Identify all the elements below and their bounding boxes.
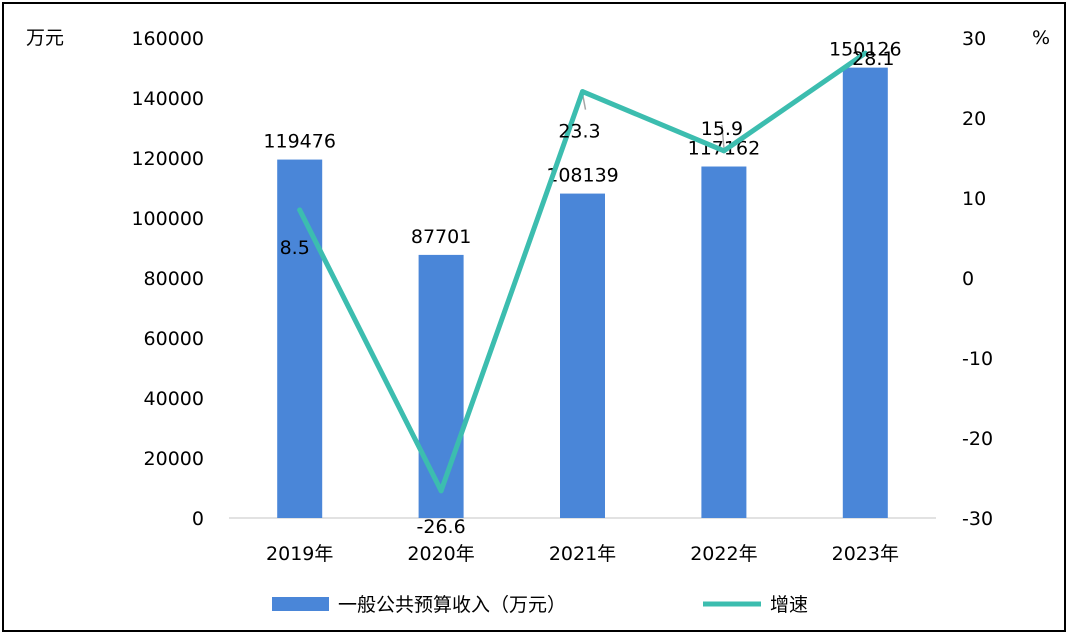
right-axis-tick-label: 20 bbox=[962, 108, 986, 130]
left-axis-tick-label: 40000 bbox=[144, 388, 204, 410]
bar bbox=[277, 159, 323, 518]
right-axis-tick-label: 10 bbox=[962, 188, 986, 210]
bar-series bbox=[277, 67, 888, 518]
x-axis-tick-label: 2020年 bbox=[407, 543, 474, 565]
right-axis-ticks: -30 -20 -10 0 10 20 30 bbox=[962, 28, 993, 530]
left-axis-tick-label: 100000 bbox=[131, 208, 204, 230]
x-axis-tick-label: 2023年 bbox=[832, 543, 899, 565]
left-axis-unit: 万元 bbox=[26, 27, 64, 49]
line-point bbox=[297, 207, 303, 213]
bar-data-label: 150126 bbox=[829, 39, 902, 61]
bar-data-label: 108139 bbox=[546, 165, 619, 187]
label-leader-line bbox=[721, 124, 725, 148]
bar bbox=[418, 254, 464, 518]
line-data-label: 23.3 bbox=[558, 121, 600, 143]
line-data-label: 28.1 bbox=[852, 48, 894, 70]
legend: 一般公共预算收入（万元） 增速 bbox=[272, 594, 808, 616]
x-axis-tick-label: 2022年 bbox=[690, 543, 757, 565]
legend-bar-label: 一般公共预算收入（万元） bbox=[338, 594, 566, 616]
right-axis-tick-label: 30 bbox=[962, 28, 986, 50]
line-point bbox=[721, 148, 727, 154]
line-data-label: -26.6 bbox=[417, 516, 466, 538]
left-axis-tick-label: 140000 bbox=[131, 88, 204, 110]
x-axis-ticks: 2019年 2020年 2021年 2022年 2023年 bbox=[266, 543, 899, 565]
line-data-label: 8.5 bbox=[280, 237, 310, 259]
left-axis-tick-label: 0 bbox=[192, 508, 204, 530]
legend-line-label: 增速 bbox=[770, 594, 808, 616]
legend-bar-swatch bbox=[272, 597, 329, 611]
combo-chart: 万元 % 0 20000 40000 60000 80000 100000 120000 14… bbox=[26, 27, 1050, 616]
left-axis-tick-label: 80000 bbox=[144, 268, 204, 290]
right-axis-tick-label: -30 bbox=[962, 508, 993, 530]
bar-data-label: 87701 bbox=[411, 226, 471, 248]
left-axis-tick-label: 120000 bbox=[131, 148, 204, 170]
left-axis-tick-label: 20000 bbox=[144, 448, 204, 470]
left-axis-tick-label: 160000 bbox=[131, 28, 204, 50]
bar bbox=[560, 193, 605, 518]
right-axis-tick-label: -10 bbox=[962, 348, 993, 370]
left-axis-ticks: 0 20000 40000 60000 80000 100000 120000 140000 1… bbox=[131, 28, 204, 530]
bar-data-label: 119476 bbox=[263, 131, 336, 153]
bar bbox=[842, 67, 888, 518]
right-axis-unit: % bbox=[1032, 27, 1050, 49]
line-data-label: 15.9 bbox=[701, 118, 743, 140]
line-series bbox=[297, 50, 868, 494]
line-point bbox=[438, 488, 444, 494]
bar bbox=[701, 166, 747, 518]
line-point bbox=[862, 50, 868, 56]
x-axis-tick-label: 2019年 bbox=[266, 543, 333, 565]
line-point bbox=[580, 89, 585, 95]
right-axis-tick-label: -20 bbox=[962, 428, 993, 450]
x-axis-tick-label: 2021年 bbox=[549, 543, 616, 565]
left-axis-tick-label: 60000 bbox=[144, 328, 204, 350]
right-axis-tick-label: 0 bbox=[962, 268, 974, 290]
line-data-labels: 8.5 -26.6 23.3 15.9 28.1 bbox=[280, 48, 895, 538]
